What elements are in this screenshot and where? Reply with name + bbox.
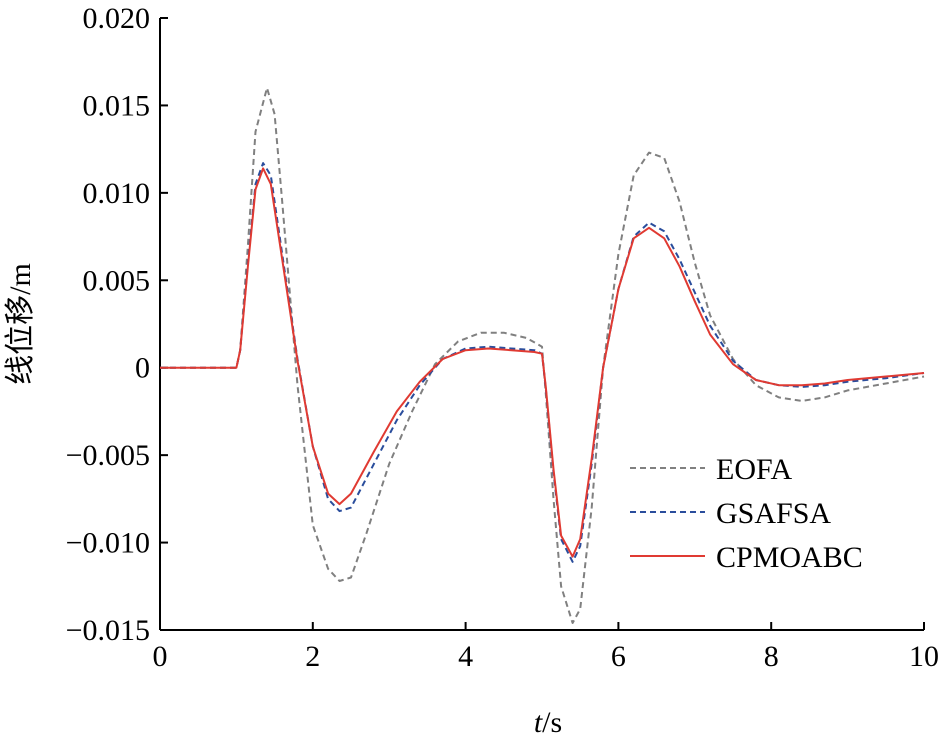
y-tick-label: 0.010: [83, 177, 151, 210]
legend-label-gsafsa: GSAFSA: [716, 497, 831, 530]
x-tick-label: 4: [458, 640, 473, 673]
y-tick-label: −0.010: [66, 527, 150, 560]
x-tick-label: 10: [909, 640, 939, 673]
y-tick-label: 0: [135, 352, 150, 385]
x-tick-label: 6: [611, 640, 626, 673]
series-line-eofa: [160, 86, 925, 624]
x-tick-label: 0: [153, 640, 168, 673]
y-tick-label: 0.020: [83, 2, 151, 35]
legend-label-eofa: EOFA: [716, 453, 792, 486]
y-tick-label: −0.005: [66, 439, 150, 472]
y-tick-label: 0.015: [83, 89, 151, 122]
x-axis-title: t/s: [534, 706, 562, 739]
legend-label-cpmoabc: CPMOABC: [716, 541, 863, 574]
series-line-cpmoabc: [160, 167, 925, 558]
y-ticks: 0.020 0.015 0.010 0.005 0 −0.005 −0.010 −0.015: [66, 2, 168, 647]
legend: EOFA GSAFSA CPMOABC: [630, 453, 863, 574]
x-ticks: 0 2 4 6 8 10: [153, 622, 939, 673]
y-axis-title: 线位移/m: [4, 263, 37, 385]
x-tick-label: 2: [305, 640, 320, 673]
y-tick-label: −0.015: [66, 614, 150, 647]
series-group: [160, 86, 925, 624]
plot-area: 0 2 4 6 8 10 0.020 0.015 0.010 0.005 0 −0.005 −0.01…: [66, 2, 939, 673]
x-axis-title-italic: t: [534, 706, 543, 739]
y-tick-label: 0.005: [83, 264, 151, 297]
x-axis-title-unit: /s: [542, 706, 562, 739]
x-tick-label: 8: [764, 640, 779, 673]
